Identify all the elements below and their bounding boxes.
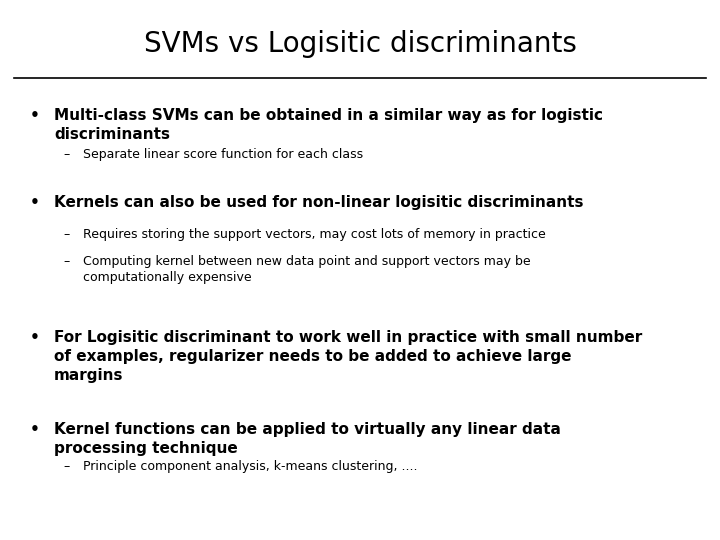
Text: –: – xyxy=(63,255,70,268)
Text: Principle component analysis, k-means clustering, ....: Principle component analysis, k-means cl… xyxy=(83,460,418,473)
Text: Separate linear score function for each class: Separate linear score function for each … xyxy=(83,148,363,161)
Text: Multi-class SVMs can be obtained in a similar way as for logistic
discriminants: Multi-class SVMs can be obtained in a si… xyxy=(54,108,603,141)
Text: Computing kernel between new data point and support vectors may be
computational: Computing kernel between new data point … xyxy=(83,255,531,284)
Text: •: • xyxy=(30,195,40,211)
Text: Kernels can also be used for non-linear logisitic discriminants: Kernels can also be used for non-linear … xyxy=(54,195,583,211)
Text: •: • xyxy=(30,108,40,123)
Text: –: – xyxy=(63,148,70,161)
Text: –: – xyxy=(63,460,70,473)
Text: SVMs vs Logisitic discriminants: SVMs vs Logisitic discriminants xyxy=(143,30,577,58)
Text: •: • xyxy=(30,330,40,346)
Text: Kernel functions can be applied to virtually any linear data
processing techniqu: Kernel functions can be applied to virtu… xyxy=(54,422,561,456)
Text: •: • xyxy=(30,422,40,437)
Text: Requires storing the support vectors, may cost lots of memory in practice: Requires storing the support vectors, ma… xyxy=(83,228,546,241)
Text: –: – xyxy=(63,228,70,241)
Text: For Logisitic discriminant to work well in practice with small number
of example: For Logisitic discriminant to work well … xyxy=(54,330,642,383)
